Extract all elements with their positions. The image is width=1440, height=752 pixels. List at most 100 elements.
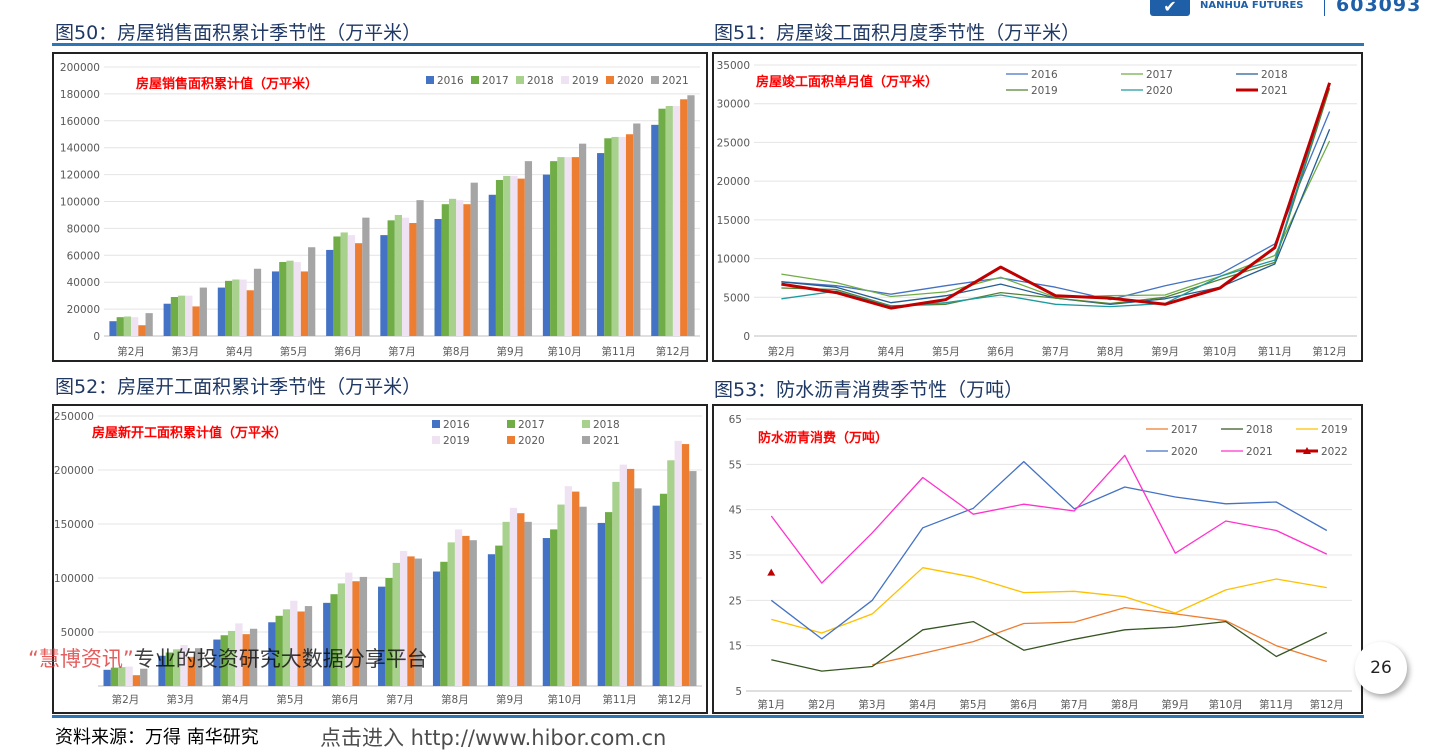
legend-label: 2020	[1171, 446, 1198, 458]
bar-2018	[118, 667, 126, 686]
bar-2021	[687, 95, 695, 336]
bar-2019	[290, 600, 298, 686]
bar-2017	[279, 262, 287, 336]
legend-swatch	[426, 76, 434, 84]
bar-2020	[246, 290, 254, 336]
bar-2017	[387, 220, 395, 336]
bar-2020	[409, 223, 417, 336]
watermark-brand: “慧博资讯”	[28, 647, 134, 671]
bar-2018	[286, 260, 294, 336]
bar-2019	[125, 666, 133, 686]
line-2019	[771, 567, 1327, 634]
bar-2019	[619, 464, 627, 686]
legend-label: 2019	[1031, 85, 1058, 97]
legend-swatch	[582, 436, 590, 444]
bar-2021	[304, 606, 313, 686]
x-tick-label: 第5月	[959, 698, 987, 711]
y-tick-label: 120000	[60, 170, 100, 182]
figure-52-title: 图52：房屋开工面积累计季节性（万平米）	[55, 376, 422, 398]
line-2019	[781, 88, 1331, 307]
source-note: 资料来源：万得 南华研究	[55, 727, 259, 748]
legend-label: 2020	[1146, 85, 1173, 97]
y-tick-label: 5	[735, 686, 742, 698]
bar-2016	[488, 194, 496, 336]
bar-2017	[116, 317, 124, 336]
y-tick-label: 80000	[67, 223, 100, 235]
chart-svg: 50000 100000 150000 200000 250000 第2月 第3月 第4月 第5…	[54, 411, 702, 706]
bar-2021	[414, 558, 422, 686]
y-tick-label: 25	[729, 595, 742, 607]
chart-title: 房屋竣工面积单月值（万平米）	[756, 74, 938, 90]
figure-51-title: 图51：房屋竣工面积月度季节性（万平米）	[714, 22, 1081, 44]
watermark-link[interactable]: 点击进入 http://www.hibor.com.cn	[320, 726, 667, 750]
bar-2019	[510, 175, 518, 336]
x-tick-label: 第11月	[1258, 345, 1292, 358]
bar-2016	[597, 153, 605, 336]
bar-2018	[282, 609, 291, 686]
chart-svg: 5 15 25 35 45 55 65 第1月 第2月 第3月 第4月 第5月 第6月 第7月 第8月 第9月…	[729, 414, 1352, 711]
bar-2016	[378, 586, 386, 686]
y-tick-label: 50000	[61, 627, 94, 639]
bar-2020	[517, 513, 525, 686]
bar-2016	[326, 249, 334, 336]
bar-2019	[185, 295, 193, 336]
line-2017	[872, 606, 1327, 666]
bar-2021	[634, 488, 642, 686]
x-tick-label: 第6月	[1010, 698, 1038, 711]
bar-2017	[604, 512, 613, 686]
y-tick-label: 15	[729, 641, 742, 653]
bar-2018	[611, 136, 619, 336]
line-2020	[781, 84, 1331, 308]
bar-2020	[571, 157, 579, 336]
bar-2018	[394, 214, 402, 336]
legend-swatch	[516, 76, 524, 84]
bar-2020	[572, 491, 580, 686]
bar-2020	[626, 468, 635, 686]
bar-2017	[165, 652, 174, 686]
page-number: 26	[1355, 642, 1407, 694]
stock-code: 603093	[1336, 0, 1422, 16]
x-tick-label: 第9月	[496, 693, 524, 706]
y-tick-label: 30000	[717, 99, 750, 111]
new-start-area-chart: 50000 100000 150000 200000 250000 第2月 第3月 第4月 第5…	[52, 404, 708, 714]
sales-area-chart: 0 20000 40000 60000 80000 100000 120000 140000 1…	[52, 52, 708, 362]
bar-2019	[454, 529, 463, 686]
bar-2018	[447, 542, 455, 686]
bar-2019	[456, 200, 464, 336]
legend-label: 2019	[443, 435, 470, 447]
legend-swatch	[432, 436, 440, 444]
bar-2016	[487, 554, 496, 686]
bar-2018	[123, 316, 132, 336]
legend-label: 2020	[518, 435, 545, 447]
bar-2019	[345, 572, 353, 686]
line-2020	[770, 460, 1328, 640]
logo-text: NANHUA FUTURES	[1200, 0, 1304, 11]
bar-2019	[672, 106, 681, 336]
bar-2021	[249, 628, 258, 686]
bar-2018	[232, 279, 240, 336]
footer-divider	[52, 715, 1364, 718]
bar-2020	[132, 675, 141, 686]
bar-2016	[268, 622, 276, 686]
bar-2019	[131, 317, 139, 336]
legend-label: 2018	[593, 419, 620, 431]
bar-2019	[564, 486, 573, 686]
bar-2020	[355, 243, 363, 336]
x-tick-label: 第11月	[1259, 698, 1293, 711]
bar-2018	[173, 649, 181, 686]
y-tick-label: 35	[729, 550, 742, 562]
bar-2019	[402, 217, 410, 336]
bar-2017	[495, 179, 504, 336]
bar-2021	[195, 648, 203, 686]
chart-svg: 0 5000 10000 15000 20000 25000 30000 35000 第2月 第3…	[717, 60, 1357, 358]
chart-title: 房屋新开工面积累计值（万平米）	[92, 425, 287, 441]
x-tick-label: 第1月	[757, 698, 785, 711]
bar-2017	[550, 161, 558, 336]
bar-2021	[308, 247, 316, 336]
bar-2018	[665, 106, 673, 336]
bar-2017	[385, 578, 393, 686]
legend-swatch	[432, 420, 440, 428]
bar-2021	[579, 506, 587, 686]
bar-2016	[103, 669, 111, 686]
bar-2016	[652, 505, 660, 686]
